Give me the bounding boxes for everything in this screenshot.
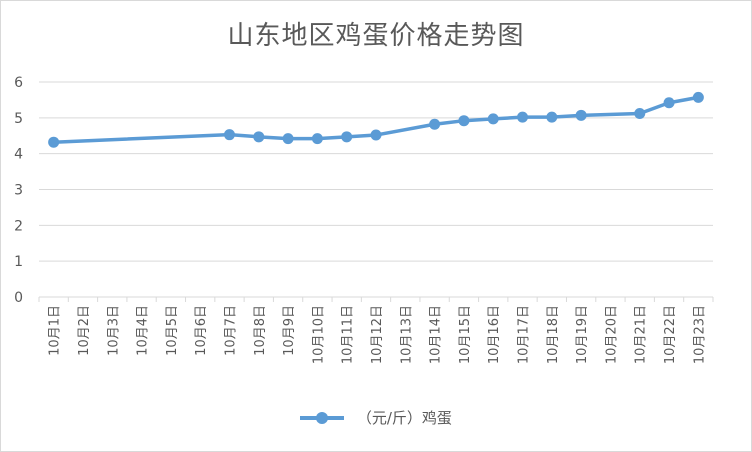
x-tick-label: 10月4日	[136, 305, 151, 356]
x-tick-label: 10月21日	[634, 305, 649, 364]
data-point	[663, 97, 675, 109]
data-point	[546, 111, 558, 123]
data-point	[282, 133, 294, 145]
data-point	[253, 131, 265, 143]
chart-title: 山东地区鸡蛋价格走势图	[227, 21, 525, 51]
x-tick-label: 10月12日	[370, 305, 385, 364]
x-tick-label: 10月18日	[546, 305, 561, 364]
x-tick-label: 10月3日	[106, 305, 121, 356]
legend-label: （元/斤）鸡蛋	[356, 409, 452, 427]
y-tick-label: 1	[14, 254, 23, 270]
y-tick-label: 3	[14, 183, 23, 199]
data-point	[575, 109, 587, 121]
x-tick-label: 10月9日	[282, 305, 297, 356]
y-tick-label: 2	[14, 218, 23, 234]
x-tick-label: 10月1日	[48, 305, 63, 356]
x-tick-label: 10月22日	[663, 305, 678, 364]
data-point	[692, 91, 704, 103]
x-tick-label: 10月5日	[165, 305, 180, 356]
x-tick-label: 10月17日	[517, 305, 532, 364]
data-point	[429, 118, 441, 130]
data-point	[370, 129, 382, 141]
x-tick-label: 10月20日	[604, 305, 619, 364]
data-point	[311, 133, 323, 145]
data-point	[634, 108, 646, 120]
legend-swatch	[300, 411, 345, 425]
y-tick-label: 5	[14, 111, 23, 127]
x-tick-label: 10月14日	[429, 305, 444, 364]
data-point	[341, 131, 353, 143]
x-tick-label: 10月23日	[692, 305, 707, 364]
y-tick-label: 6	[14, 75, 23, 91]
x-tick-label: 10月7日	[223, 305, 238, 356]
x-tick-label: 10月19日	[575, 305, 590, 364]
data-point	[48, 136, 60, 148]
y-tick-label: 4	[14, 147, 23, 163]
x-tick-label: 10月15日	[458, 305, 473, 364]
legend: （元/斤）鸡蛋	[1, 407, 751, 428]
x-tick-label: 10月16日	[487, 305, 502, 364]
x-tick-label: 10月8日	[253, 305, 268, 356]
data-point	[517, 111, 529, 123]
data-point	[487, 113, 499, 125]
x-tick-label: 10月11日	[341, 305, 356, 364]
data-point	[458, 115, 470, 127]
x-tick-label: 10月2日	[77, 305, 92, 356]
series-line	[51, 95, 701, 144]
x-tick-label: 10月13日	[399, 305, 414, 364]
x-tick-label: 10月10日	[311, 305, 326, 364]
x-tick-label: 10月6日	[194, 305, 209, 356]
y-tick-label: 0	[14, 290, 23, 306]
data-point	[223, 129, 235, 141]
